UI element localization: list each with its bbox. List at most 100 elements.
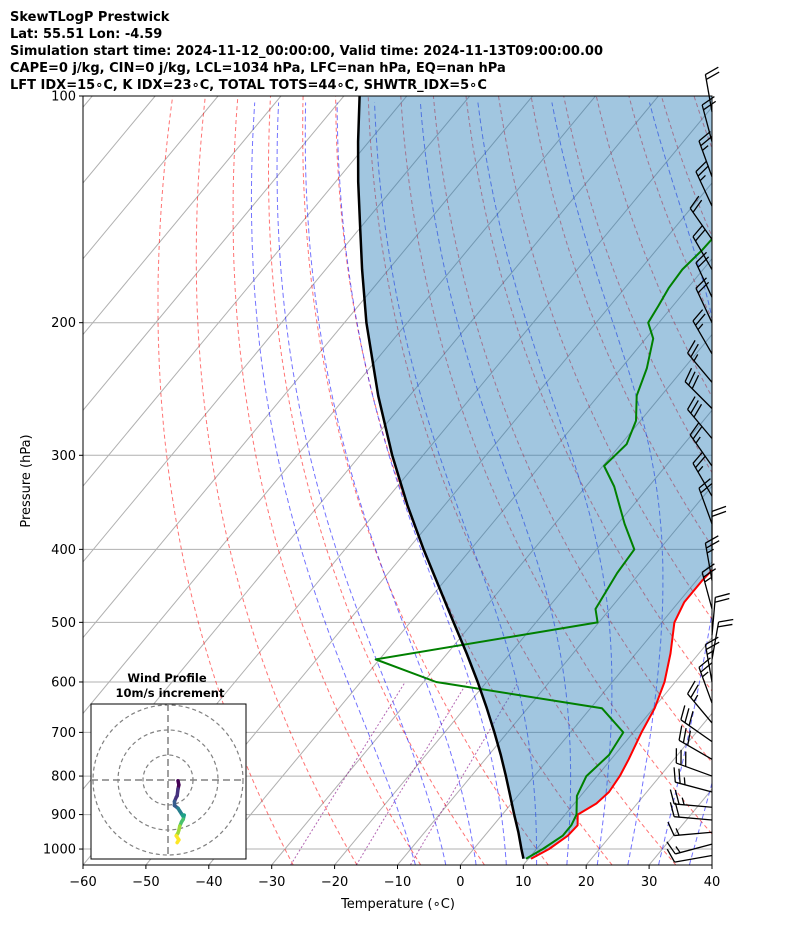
y-axis-label: Pressure (hPa) [19, 434, 34, 527]
x-tick-label: 20 [578, 875, 595, 890]
dry-adiabat [660, 96, 712, 238]
wind-barb [667, 821, 713, 837]
wind-barb [695, 277, 713, 323]
y-tick-label: 100 [51, 90, 76, 105]
x-tick-label: 30 [641, 875, 658, 890]
dewpoint-profile-line [374, 237, 712, 860]
y-tick-label: 500 [51, 616, 76, 631]
dry-adiabat [530, 96, 712, 548]
temperature-profile-line [530, 568, 712, 860]
y-tick-label: 200 [51, 316, 76, 331]
moist-adiabat [336, 102, 507, 865]
x-tick-label: 10 [515, 875, 532, 890]
isotherm-line [83, 96, 93, 108]
dry-adiabat [498, 96, 712, 620]
wind-barb [689, 422, 713, 467]
moist-adiabat [276, 102, 447, 865]
wind-barb [687, 340, 713, 383]
dry-adiabat [432, 96, 712, 764]
dry-adiabat [367, 96, 677, 865]
wind-barb [704, 636, 720, 683]
axis-ticks: 1000 900 800 700 600 500 400 300 200 100 −60 −50 −40… [43, 90, 720, 891]
y-tick-label: 800 [51, 770, 76, 785]
wind-barb [692, 451, 713, 497]
wind-barb [680, 705, 713, 743]
wind-barb [692, 224, 713, 270]
parcel-area-shading [358, 96, 712, 859]
wind-barb [701, 96, 717, 142]
x-tick-label: −50 [132, 875, 159, 890]
x-tick-label: −10 [384, 875, 411, 890]
chart-location: Lat: 55.51 Lon: -4.59 [10, 27, 162, 42]
mixing-ratio-line [409, 681, 519, 865]
isotherm-line [83, 96, 596, 715]
wind-barb [678, 725, 713, 760]
moist-adiabat [477, 102, 613, 865]
y-tick-label: 900 [51, 808, 76, 823]
dry-adiabat [335, 96, 613, 865]
isotherm-line [585, 712, 712, 865]
wind-barb [687, 680, 713, 724]
isotherm-line [522, 636, 712, 865]
dry-adiabat [727, 96, 794, 865]
x-tick-label: −20 [321, 875, 348, 890]
y-tick-label: 1000 [43, 843, 76, 858]
x-tick-label: 40 [704, 875, 721, 890]
isotherm-line [208, 257, 712, 865]
x-tick-label: −60 [69, 875, 96, 890]
dry-adiabat [759, 96, 794, 865]
y-tick-label: 400 [51, 543, 76, 558]
y-tick-label: 600 [51, 675, 76, 690]
wind-barb [673, 767, 713, 793]
moist-adiabat [250, 102, 416, 865]
isotherm-line [397, 485, 712, 865]
wind-barb [675, 748, 713, 777]
wind-barb [666, 848, 713, 863]
moist-adiabat [374, 102, 538, 865]
x-tick-label: −40 [195, 875, 222, 890]
moist-adiabat [649, 102, 712, 865]
y-tick-label: 300 [51, 449, 76, 464]
isotherm-line [460, 561, 712, 865]
mixing-ratio-line [355, 681, 468, 865]
wind-barb [698, 657, 713, 704]
wind-barb [701, 563, 717, 610]
dry-adiabat [563, 96, 712, 474]
wind-barb [666, 841, 713, 855]
wind-barb [692, 309, 713, 355]
wind-barb [711, 505, 727, 550]
isotherm-line [775, 96, 794, 865]
wind-barb [695, 160, 713, 207]
wind-barbs [666, 66, 734, 863]
dry-adiabat [195, 96, 358, 865]
hodograph-subtitle: 10m/s increment [116, 686, 225, 700]
hodograph-title: Wind Profile [127, 671, 207, 685]
chart-stability-indices: CAPE=0 j/kg, CIN=0 j/kg, LCL=1034 hPa, L… [10, 61, 506, 76]
isotherm-line [83, 96, 471, 563]
isotherm-line [271, 333, 712, 865]
moist-adiabat [419, 102, 572, 865]
wind-barb [711, 592, 730, 636]
y-tick-label: 700 [51, 726, 76, 741]
isotherm-line [334, 409, 712, 865]
x-tick-label: −30 [258, 875, 285, 890]
dry-adiabat [268, 96, 485, 865]
wind-barb [669, 802, 713, 821]
wind-barb [689, 195, 713, 240]
dry-adiabat [400, 96, 712, 835]
wind-barb [698, 131, 713, 177]
dry-adiabat [302, 96, 549, 865]
wind-barb [684, 367, 713, 409]
wind-barb [704, 66, 720, 113]
isotherm-line [83, 96, 345, 412]
x-axis-label: Temperature (∘C) [340, 897, 455, 912]
chart-times: Simulation start time: 2024-11-12_00:00:… [10, 44, 603, 59]
isotherm-line [83, 96, 282, 336]
parcel-profile-line [356, 96, 525, 859]
hodograph-inset: Wind Profile 10m/s increment [90, 671, 247, 860]
chart-title: SkewTLogP Prestwick [10, 10, 170, 25]
wind-barb [669, 789, 713, 808]
hodograph-segment [175, 838, 181, 845]
wind-barb [711, 618, 734, 660]
